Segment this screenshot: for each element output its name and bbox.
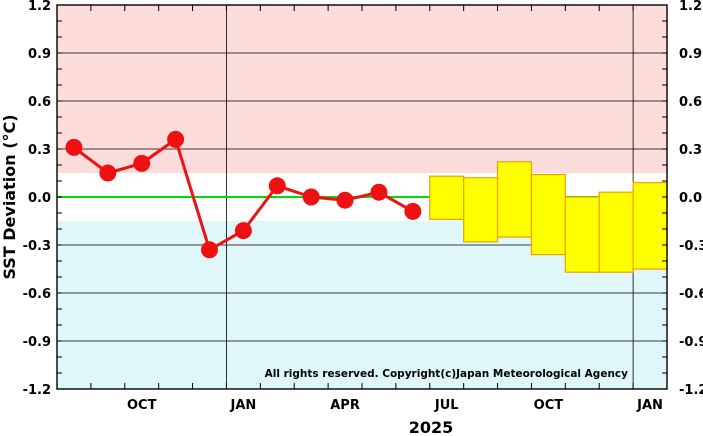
y-tick-label: 0.6	[28, 95, 51, 110]
x-tick-label: APR	[330, 398, 360, 413]
x-tick-label: JUL	[434, 398, 459, 413]
forecast-box	[564, 196, 600, 273]
copyright-notice: All rights reserved. Copyright(c)Japan M…	[265, 368, 629, 380]
y-tick-label: -0.9	[23, 335, 51, 350]
y-tick-label-right: 0.6	[679, 95, 702, 110]
y-tick-label: -0.6	[23, 287, 51, 302]
forecast-box	[598, 191, 634, 273]
forecast-box	[632, 182, 668, 270]
observed-point	[133, 154, 151, 172]
warm-zone	[57, 5, 667, 173]
x-tick-label: OCT	[127, 398, 157, 413]
observed-point	[370, 183, 388, 201]
y-tick-label: 0.9	[28, 47, 51, 62]
y-tick-label-right: 0.0	[679, 191, 702, 206]
observed-point	[336, 191, 354, 209]
y-tick-label-right: 1.2	[679, 0, 702, 14]
observed-point	[404, 202, 422, 220]
x-tick-label: JAN	[229, 398, 256, 413]
observed-point	[65, 138, 83, 156]
y-tick-label: 1.2	[28, 0, 51, 14]
y-tick-label-right: -0.3	[679, 239, 703, 254]
x-tick-label: OCT	[534, 398, 564, 413]
forecast-box	[530, 174, 566, 256]
x-axis-title: 2025	[409, 418, 454, 436]
y-tick-label-right: 0.3	[679, 143, 702, 158]
axis-ticks	[56, 4, 668, 390]
y-tick-label: -1.2	[23, 383, 51, 398]
observed-point	[201, 241, 218, 259]
forecast-box	[429, 175, 465, 220]
y-axis-title: SST Deviation (°C)	[0, 114, 19, 279]
y-tick-label-right: 0.9	[679, 47, 702, 62]
observed-point	[167, 130, 185, 148]
y-tick-labels-right: 1.2 0.9 0.6 0.3 0.0 -0.3 -0.6 -0.9 -1.2	[679, 0, 703, 398]
observed-point	[99, 164, 117, 182]
observed-series	[65, 130, 422, 259]
y-tick-label-right: -0.6	[679, 287, 703, 302]
x-tick-label: JAN	[636, 398, 663, 413]
y-tick-label: 0.0	[28, 191, 51, 206]
forecast-box	[463, 177, 499, 243]
observed-point	[302, 188, 320, 206]
observed-point	[234, 222, 252, 240]
y-tick-label-right: -0.9	[679, 335, 703, 350]
y-tick-label: -0.3	[23, 239, 51, 254]
y-tick-labels-left: 1.2 0.9 0.6 0.3 0.0 -0.3 -0.6 -0.9 -1.2	[23, 0, 51, 398]
y-tick-label-right: -1.2	[679, 383, 703, 398]
x-tick-labels: OCT JAN APR JUL OCT JAN	[127, 398, 663, 413]
observed-point	[268, 177, 286, 195]
forecast-box	[496, 161, 533, 238]
y-tick-label: 0.3	[28, 143, 51, 158]
forecast-boxes	[429, 161, 668, 273]
